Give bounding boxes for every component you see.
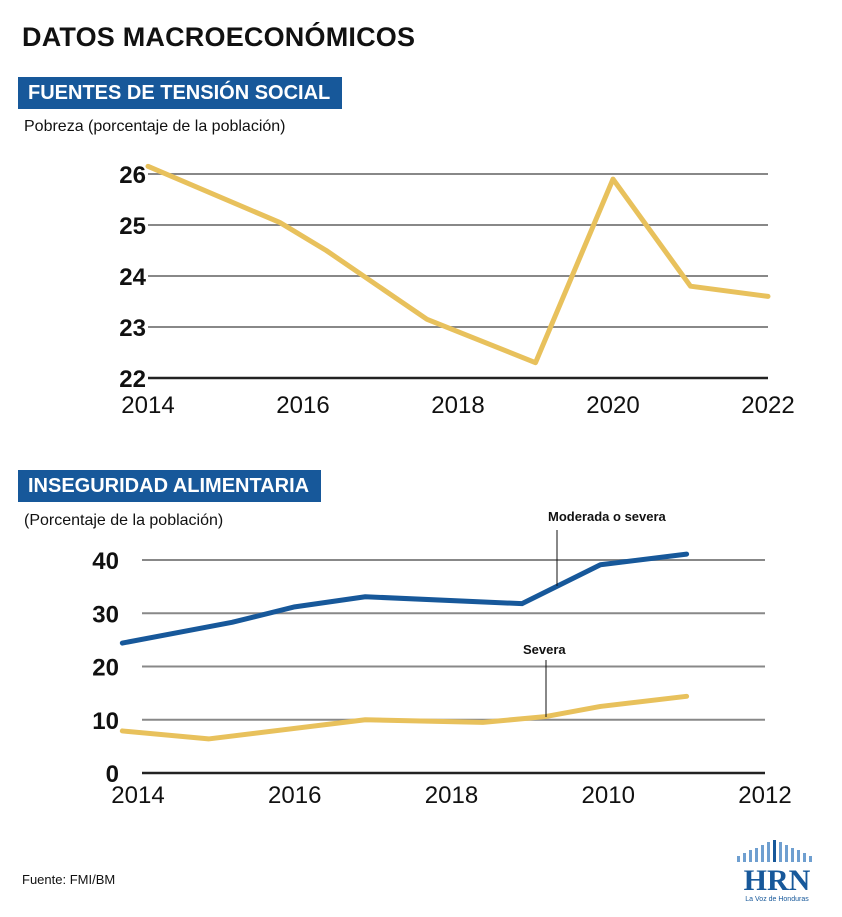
y-tick-label: 0 [106,761,119,788]
svg-text:HRN: HRN [744,864,811,897]
x-tick-label: 2018 [431,392,484,419]
x-tick-label: 2018 [425,782,478,809]
y-tick-label: 22 [119,366,146,393]
y-tick-label: 10 [92,708,119,735]
x-tick-label: 2014 [121,392,174,419]
x-tick-label: 2016 [268,782,321,809]
x-tick-label: 2020 [586,392,639,419]
y-tick-label: 20 [92,655,119,682]
chart1-ylabel: Pobreza (porcentaje de la población) [24,118,286,135]
y-tick-label: 25 [119,213,146,240]
series-label-moderada: Moderada o severa [548,509,667,524]
y-tick-label: 26 [119,162,146,189]
chart2-ylabel: (Porcentaje de la población) [24,512,224,529]
hrn-logo: HRN La Voz de Honduras [733,838,821,904]
svg-text:La Voz de Honduras: La Voz de Honduras [745,896,809,903]
y-tick-label: 24 [119,264,146,291]
series-line-moderada-o-severa [119,551,690,646]
x-tick-label: 2014 [111,782,164,809]
x-tick-label: 2016 [276,392,329,419]
y-tick-label: 40 [92,548,119,575]
section-title-tension: FUENTES DE TENSIÓN SOCIAL [18,77,343,109]
series-line-pobreza [145,163,771,366]
y-tick-label: 30 [92,601,119,628]
x-tick-label: 2010 [582,782,635,809]
y-tick-label: 23 [119,315,146,342]
series-line-severa [119,693,690,742]
x-tick-label: 2022 [741,392,794,419]
page-title: DATOS MACROECONÓMICOS [22,22,416,52]
source-note: Fuente: FMI/BM [22,872,116,887]
series-label-severa: Severa [523,642,566,657]
section-title-inseguridad: INSEGURIDAD ALIMENTARIA [18,470,322,502]
x-tick-label: 2012 [738,782,791,809]
